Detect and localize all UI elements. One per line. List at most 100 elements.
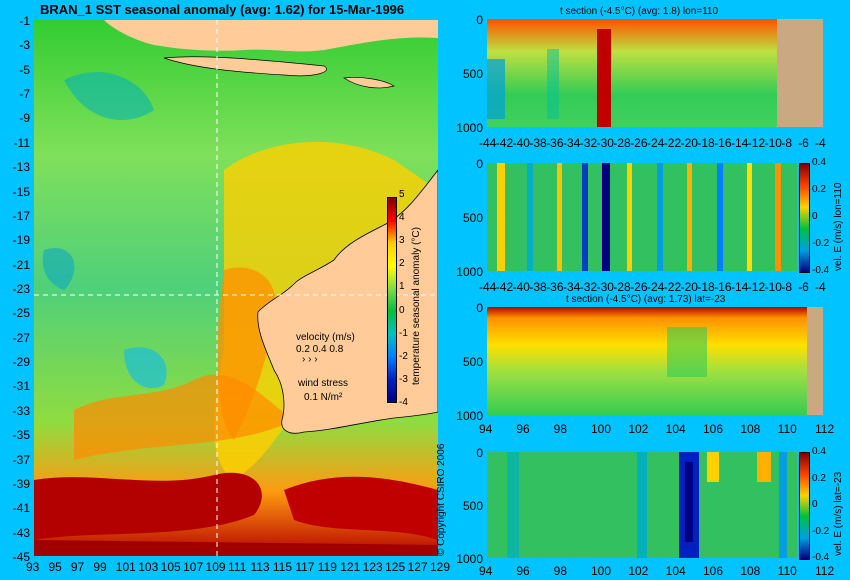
panel3-temperature-section[interactable]	[487, 307, 823, 415]
tick-label: -25	[12, 306, 30, 321]
tick-label: -22	[663, 280, 682, 294]
tick-label: -15	[12, 184, 30, 199]
tick-label: -32	[579, 280, 598, 294]
tick-label: -26	[630, 280, 648, 294]
tick-label: 110	[777, 422, 797, 436]
panel4-colorbar	[799, 452, 810, 560]
lat-axis: -1 -3 -5 -7 -9 -11 -13 -15 -17 -19 -21 -23 -25 -27 -29…	[0, 14, 32, 564]
tick-label: 112	[815, 564, 835, 578]
tick-label: -38	[529, 136, 547, 150]
copyright-text: © Copyright CSIRO 2006	[436, 443, 447, 556]
tick-label: -24	[647, 136, 665, 150]
tick-label: -37	[12, 452, 30, 467]
panel4-velocity-section[interactable]	[487, 452, 797, 558]
tick-label: -42	[495, 136, 514, 150]
tick-label: -31	[12, 379, 30, 394]
tick-label: 100	[591, 564, 612, 578]
panel4-x-axis: 94 96 98 100 102 104 106 108 110 112	[479, 564, 834, 578]
panel1-title: t section (-4.5°C) (avg: 1.8) lon=110	[560, 6, 719, 17]
tick-label: 99	[93, 560, 107, 574]
tick-label: -16	[714, 136, 732, 150]
tick-label: -14	[731, 280, 749, 294]
tick-label: 0.4	[812, 446, 826, 457]
tick-label: -40	[512, 136, 530, 150]
panel1-temperature-section[interactable]	[487, 19, 823, 127]
tick-label: -0.2	[812, 525, 830, 537]
tick-label: 1	[399, 281, 405, 293]
panel4-y-axis: 0 500 1000	[455, 446, 485, 566]
velocity-arrows-icon: › › ›	[302, 354, 318, 365]
map-colorbar-ticks: 5 4 3 2 1 0 -1 -2 -3 -4	[397, 189, 411, 408]
tick-label: 0	[812, 499, 818, 510]
tick-label: -42	[495, 280, 514, 294]
tick-label: -24	[647, 280, 665, 294]
tick-label: 109	[205, 560, 226, 574]
tick-label: 127	[407, 560, 428, 574]
tick-label: -19	[12, 233, 30, 248]
tick-label: -40	[512, 280, 530, 294]
tick-label: 129	[430, 560, 451, 574]
velocity-legend-label: velocity (m/s)	[296, 332, 355, 343]
tick-label: 2	[399, 258, 405, 270]
tick-label: 0	[399, 304, 405, 316]
tick-label: 103	[138, 560, 159, 574]
tick-label: -16	[714, 280, 732, 294]
panel2-velocity-section[interactable]	[487, 163, 797, 271]
panel3-x-axis: 94 96 98 100 102 104 106 108 110 112	[479, 422, 834, 436]
tick-label: 115	[272, 560, 293, 574]
tick-label: -6	[798, 280, 809, 294]
tick-label: -3	[19, 38, 30, 53]
tick-label: 98	[553, 564, 568, 578]
tick-label: 4	[399, 212, 405, 224]
tick-label: 121	[340, 560, 361, 574]
tick-label: -39	[12, 476, 30, 491]
map-field	[34, 20, 438, 556]
tick-label: 102	[628, 564, 649, 578]
tick-label: 111	[228, 560, 247, 574]
tick-label: -14	[731, 136, 749, 150]
wind-stress-label: wind stress	[298, 378, 349, 389]
tick-label: -0.4	[812, 552, 830, 563]
tick-label: -44	[479, 136, 497, 150]
tick-label: -10	[764, 136, 782, 150]
tick-label: 5	[399, 189, 405, 200]
tick-label: -33	[12, 403, 30, 418]
tick-label: 0	[476, 301, 483, 315]
tick-label: -45	[12, 550, 30, 564]
tick-label: -26	[630, 136, 648, 150]
map-colorbar	[387, 197, 397, 403]
tick-label: -12	[747, 280, 766, 294]
tick-label: -5	[19, 62, 30, 77]
tick-label: -20	[680, 136, 698, 150]
wind-stress-scale: 0.1 N/m²	[304, 392, 343, 403]
tick-label: 95	[48, 560, 62, 574]
tick-label: 119	[317, 560, 337, 574]
tick-label: 500	[462, 211, 483, 225]
tick-label: -44	[479, 280, 497, 294]
tick-label: 0	[476, 446, 483, 460]
tick-label: -20	[680, 280, 698, 294]
tick-label: 93	[26, 560, 40, 574]
tick-label: -28	[613, 280, 631, 294]
tick-label: -18	[697, 136, 715, 150]
tick-label: -32	[579, 136, 598, 150]
tick-label: -28	[613, 136, 631, 150]
tick-label: 100	[591, 422, 612, 436]
tick-label: 96	[516, 422, 530, 436]
tick-label: 104	[665, 422, 686, 436]
tick-label: -27	[12, 330, 30, 345]
sst-anomaly-map[interactable]: velocity (m/s) 0.2 0.4 0.8 › › › wind st…	[34, 20, 438, 556]
tick-label: -9	[19, 111, 30, 126]
tick-label: 110	[777, 564, 797, 578]
tick-label: -13	[12, 160, 30, 175]
tick-label: 94	[479, 564, 493, 578]
tick-label: -4	[815, 280, 826, 294]
tick-label: 106	[703, 422, 724, 436]
tick-label: 500	[462, 67, 483, 81]
tick-label: 500	[462, 499, 483, 513]
tick-label: -35	[12, 428, 30, 443]
tick-label: 0.2	[812, 472, 826, 484]
panel2-colorbar	[799, 163, 810, 273]
tick-label: 94	[479, 422, 493, 436]
tick-label: 104	[665, 564, 686, 578]
